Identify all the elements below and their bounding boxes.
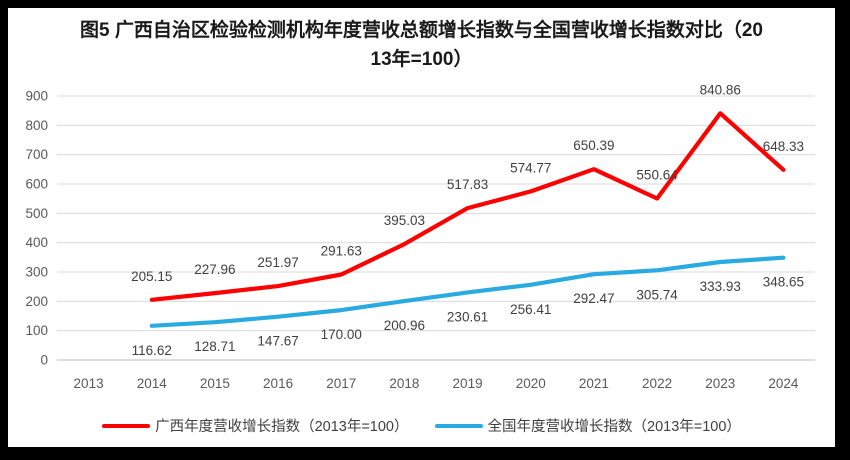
data-label-series-0: 251.97: [257, 255, 298, 270]
x-tick-label: 2018: [389, 376, 419, 391]
data-label-series-1: 230.61: [447, 309, 488, 324]
data-label-series-1: 333.93: [700, 279, 741, 294]
x-tick-label: 2016: [263, 376, 293, 391]
x-tick-label: 2013: [74, 376, 104, 391]
legend-label-guangxi: 广西年度营收增长指数（2013年=100）: [155, 419, 409, 435]
x-tick-label: 2020: [516, 376, 546, 391]
data-label-series-1: 200.96: [384, 318, 425, 333]
data-label-series-1: 128.71: [194, 339, 235, 354]
y-tick-label: 400: [25, 235, 48, 250]
data-label-series-0: 395.03: [384, 213, 425, 228]
chart-title: 图5 广西自治区检验检测机构年度营收总额增长指数与全国营收增长指数对比（2013…: [8, 16, 835, 75]
y-tick-label: 700: [25, 147, 48, 162]
data-label-series-0: 227.96: [194, 262, 235, 277]
y-tick-label: 500: [25, 206, 48, 221]
line-chart-plot: 0 100 200 300 400 500 600 700 800 900 2013 2014 2015…: [25, 82, 815, 391]
data-label-series-0: 650.39: [573, 138, 614, 153]
data-label-series-1: 305.74: [636, 287, 678, 302]
y-tick-label: 0: [40, 353, 48, 368]
chart-legend: 广西年度营收增长指数（2013年=100） 全国年度营收增长指数（2013年=1…: [8, 415, 835, 436]
y-tick-label: 600: [25, 177, 48, 192]
y-tick-label: 300: [25, 265, 48, 280]
data-label-series-1: 348.65: [763, 275, 804, 290]
x-tick-label: 2024: [768, 376, 799, 391]
legend-item-guangxi: 广西年度营收增长指数（2013年=100）: [102, 415, 409, 436]
x-tick-label: 2017: [326, 376, 356, 391]
data-label-series-1: 116.62: [132, 343, 172, 358]
data-label-series-1: 170.00: [321, 327, 362, 342]
y-tick-label: 100: [25, 323, 48, 338]
data-label-series-1: 292.47: [573, 291, 614, 306]
x-tick-label: 2022: [642, 376, 672, 391]
series-line-0: [149, 111, 786, 302]
y-tick-label: 800: [25, 118, 48, 133]
red-line-swatch-icon: [102, 423, 151, 428]
data-label-series-1: 256.41: [510, 302, 551, 317]
x-tick-label: 2015: [200, 376, 230, 391]
data-label-series-0: 648.33: [763, 139, 804, 154]
legend-label-national: 全国年度营收增长指数（2013年=100）: [487, 419, 741, 435]
y-tick-label: 200: [25, 294, 48, 309]
x-tick-label: 2023: [705, 376, 735, 391]
blue-line-swatch-icon: [434, 423, 483, 428]
x-tick-label: 2021: [579, 376, 609, 391]
y-tick-label: 900: [25, 89, 48, 104]
data-label-series-0: 840.86: [700, 82, 741, 97]
series-line-1: [149, 255, 786, 328]
chart-title-text: 图5 广西自治区检验检测机构年度营收总额增长指数与全国营收增长指数对比（2013…: [80, 20, 763, 71]
legend-item-national: 全国年度营收增长指数（2013年=100）: [434, 415, 741, 436]
data-label-series-0: 205.15: [131, 269, 172, 284]
data-label-series-0: 291.63: [321, 243, 362, 258]
x-tick-label: 2019: [453, 376, 483, 391]
data-label-series-0: 574.77: [510, 160, 551, 175]
data-label-series-1: 147.67: [257, 334, 298, 349]
data-label-series-0: 517.83: [447, 177, 488, 192]
x-tick-label: 2014: [137, 376, 168, 391]
data-label-series-0: 550.64: [636, 167, 678, 182]
